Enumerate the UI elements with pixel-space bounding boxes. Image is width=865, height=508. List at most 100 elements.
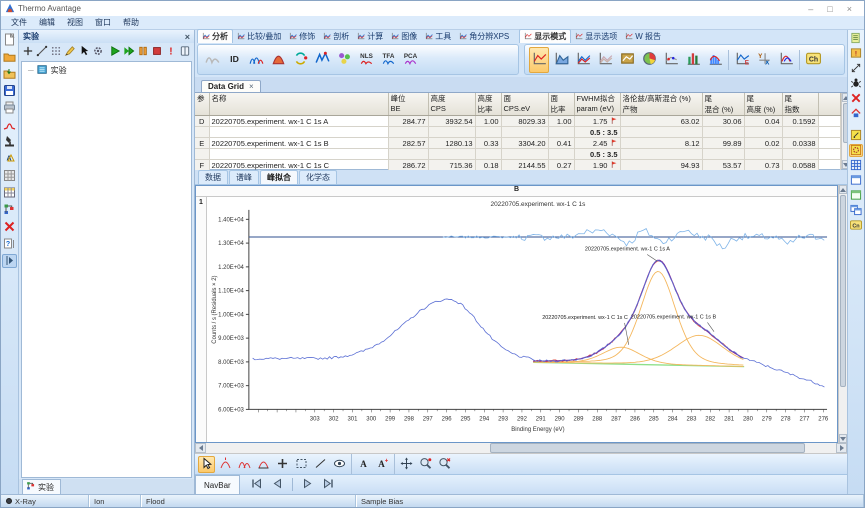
data-grid-button[interactable] xyxy=(2,169,17,183)
view-depth-button[interactable] xyxy=(776,47,796,73)
column-header-1[interactable]: 名称 xyxy=(209,93,388,116)
peak-id-button[interactable]: ID xyxy=(224,47,244,73)
chart-scroll-down-icon[interactable] xyxy=(839,434,847,443)
run-button[interactable] xyxy=(109,45,121,58)
run-all-button[interactable] xyxy=(123,45,135,58)
log-button[interactable] xyxy=(179,45,191,58)
ribbon-tab-0[interactable]: 分析 xyxy=(197,29,233,43)
select-cursor-tool[interactable] xyxy=(198,456,215,473)
note-button[interactable] xyxy=(849,32,863,45)
edit-button[interactable] xyxy=(64,45,76,58)
column-header-4[interactable]: 高度比率 xyxy=(475,93,501,116)
new-experiment-button[interactable] xyxy=(2,33,17,47)
spectrum-chart[interactable]: 20220705.experiment. wx-1 C 1s1.40E+041.… xyxy=(207,197,837,442)
draw-line-button[interactable] xyxy=(36,45,48,58)
measure-button[interactable] xyxy=(849,62,863,75)
chart-vertical-scrollbar[interactable] xyxy=(838,185,847,443)
select-button[interactable] xyxy=(78,45,90,58)
column-header-8[interactable]: 洛伦兹/高斯混合 (%)产物 xyxy=(620,93,702,116)
display-tab-0[interactable]: 显示模式 xyxy=(519,29,571,43)
chemical-state-button[interactable] xyxy=(334,47,354,73)
palette-settings-button[interactable] xyxy=(849,144,863,157)
display-tab-1[interactable]: 显示选项 xyxy=(571,30,621,43)
add-doublet-tool[interactable] xyxy=(236,456,253,473)
table-row[interactable]: D20220705.experiment. wx-1 C 1s A284.773… xyxy=(195,116,840,127)
periodic-table-button[interactable]: A xyxy=(2,152,17,166)
window-display-button[interactable] xyxy=(849,174,863,187)
zoom-in-tool[interactable] xyxy=(417,456,434,473)
smart-analysis-button[interactable] xyxy=(312,47,332,73)
stop-button[interactable] xyxy=(151,45,163,58)
scroll-left-icon[interactable] xyxy=(195,443,206,453)
instrument-button[interactable] xyxy=(2,135,17,149)
menu-item-0[interactable]: 文件 xyxy=(5,16,33,29)
view-energy-button[interactable]: E xyxy=(732,47,752,73)
region-display-button[interactable] xyxy=(849,189,863,202)
delete-button[interactable] xyxy=(2,220,17,234)
abort-button[interactable]: ! xyxy=(165,45,177,58)
menu-item-1[interactable]: 编辑 xyxy=(33,16,61,29)
view-chemistry-button[interactable]: Ch xyxy=(803,47,823,73)
panel-close-icon[interactable]: × xyxy=(185,32,190,42)
view-histogram-button[interactable] xyxy=(705,47,725,73)
table-row[interactable]: E20220705.experiment. wx-1 C 1s B282.571… xyxy=(195,138,840,149)
help-button[interactable]: ? xyxy=(2,237,17,251)
data-grid-tab[interactable]: Data Grid × xyxy=(201,80,261,92)
view-bars-button[interactable] xyxy=(683,47,703,73)
column-header-5[interactable]: 面CPS.eV xyxy=(501,93,548,116)
survey-quantify-button[interactable] xyxy=(202,47,222,73)
column-header-2[interactable]: 峰位BE xyxy=(388,93,428,116)
ribbon-tab-2[interactable]: 修饰 xyxy=(285,30,319,43)
constraint-row[interactable]: 0.5 : 3.5 xyxy=(195,127,840,138)
view-yx-button[interactable]: YX xyxy=(754,47,774,73)
tab-close-icon[interactable]: × xyxy=(249,82,254,91)
chem-annotation-button[interactable]: Cn xyxy=(849,219,863,232)
view-tab-1[interactable]: 谱峰 xyxy=(229,170,259,184)
close-button[interactable]: × xyxy=(847,4,852,14)
edit-palette-button[interactable] xyxy=(849,129,863,142)
view-pie-button[interactable] xyxy=(639,47,659,73)
column-header-9[interactable]: 尾混合 (%) xyxy=(702,93,744,116)
nls-fit-button[interactable]: NLS xyxy=(356,47,376,73)
add-peak-button[interactable] xyxy=(268,47,288,73)
delete-view-button[interactable] xyxy=(849,92,863,105)
column-header-6[interactable]: 面比率 xyxy=(548,93,574,116)
nav-last-button[interactable] xyxy=(320,476,337,493)
constraint-row[interactable]: 0.5 : 3.5 xyxy=(195,149,840,160)
maximize-button[interactable]: □ xyxy=(827,4,832,14)
settings-button[interactable] xyxy=(92,45,104,58)
macro-button[interactable] xyxy=(849,77,863,90)
spectrum-view-button[interactable] xyxy=(2,118,17,132)
nav-prev-button[interactable] xyxy=(269,476,286,493)
grid-display-button[interactable] xyxy=(849,159,863,172)
ribbon-tab-5[interactable]: 图像 xyxy=(387,30,421,43)
collapse-panel-button[interactable] xyxy=(2,254,17,268)
zoom-out-tool[interactable] xyxy=(436,456,453,473)
refit-button[interactable] xyxy=(290,47,310,73)
display-tab-2[interactable]: W 报告 xyxy=(621,30,665,43)
view-tab-2[interactable]: 峰拟合 xyxy=(260,170,298,184)
peak-fit-button[interactable] xyxy=(246,47,266,73)
menu-item-4[interactable]: 帮助 xyxy=(117,16,145,29)
hscroll-thumb[interactable] xyxy=(490,443,805,453)
ribbon-tab-1[interactable]: 比较/叠加 xyxy=(233,30,285,43)
windows-cascade-button[interactable] xyxy=(849,204,863,217)
open-experiment-button[interactable] xyxy=(2,50,17,64)
menu-item-2[interactable]: 视图 xyxy=(61,16,89,29)
chart-scroll-up-icon[interactable] xyxy=(839,185,847,194)
view-stack-button[interactable] xyxy=(573,47,593,73)
pan-tool[interactable] xyxy=(398,456,415,473)
chart-horizontal-scrollbar[interactable] xyxy=(195,443,847,454)
pause-button[interactable] xyxy=(137,45,149,58)
column-header-3[interactable]: 高度CPS xyxy=(428,93,475,116)
warning-button[interactable]: ! xyxy=(849,47,863,60)
ribbon-tab-3[interactable]: 剖析 xyxy=(319,30,353,43)
report-table-button[interactable] xyxy=(2,186,17,200)
view-area-button[interactable] xyxy=(551,47,571,73)
tfa-button[interactable]: TFA xyxy=(378,47,398,73)
nav-first-button[interactable] xyxy=(248,476,265,493)
pca-button[interactable]: PCA xyxy=(400,47,420,73)
line-tool[interactable] xyxy=(312,456,329,473)
region-select-tool[interactable] xyxy=(293,456,310,473)
add-text-annotation-tool[interactable]: A+ xyxy=(374,456,391,473)
